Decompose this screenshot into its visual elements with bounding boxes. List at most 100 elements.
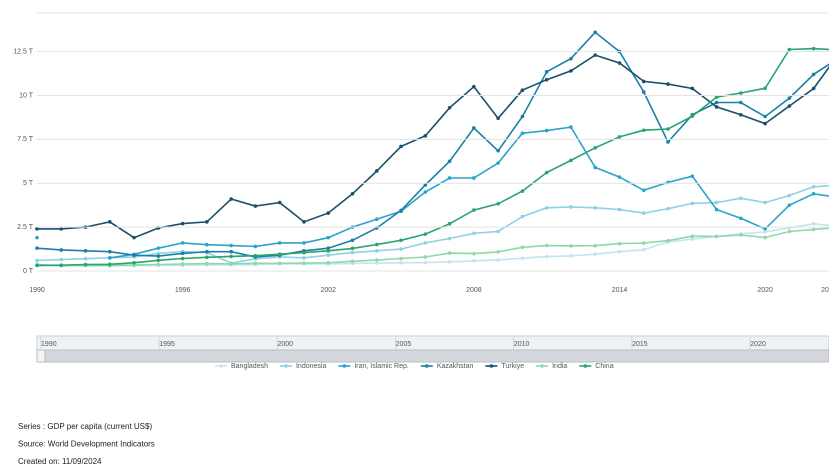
data-point bbox=[569, 56, 573, 61]
data-point bbox=[593, 252, 598, 256]
data-point bbox=[763, 121, 767, 126]
data-point bbox=[302, 250, 306, 255]
data-point bbox=[447, 260, 452, 264]
legend-label: Turkiye bbox=[501, 363, 524, 370]
data-point bbox=[447, 251, 452, 255]
data-point bbox=[253, 244, 258, 249]
data-point bbox=[83, 249, 88, 253]
data-point bbox=[447, 236, 452, 241]
series-line bbox=[36, 184, 829, 264]
x-tick-label: 2014 bbox=[612, 287, 628, 294]
data-point bbox=[520, 189, 525, 193]
x-tick-label: 2002 bbox=[320, 287, 336, 294]
data-point bbox=[132, 235, 136, 240]
data-point bbox=[108, 262, 112, 267]
data-point bbox=[302, 256, 306, 260]
x-tick-label: 20 bbox=[821, 287, 829, 294]
data-point bbox=[350, 259, 355, 264]
data-point bbox=[156, 251, 161, 256]
data-point bbox=[593, 206, 598, 210]
data-point bbox=[447, 105, 452, 110]
data-point bbox=[666, 82, 670, 86]
y-tick-label: 7.5 T bbox=[17, 136, 34, 143]
data-point bbox=[350, 191, 355, 196]
data-point bbox=[399, 144, 403, 149]
data-point bbox=[423, 134, 428, 138]
data-point bbox=[593, 30, 598, 35]
data-point bbox=[35, 246, 39, 250]
data-point bbox=[569, 125, 573, 129]
legend-marker bbox=[342, 364, 347, 368]
data-point bbox=[59, 257, 64, 262]
x-tick-label: 1996 bbox=[175, 287, 191, 294]
scroll-button[interactable] bbox=[36, 349, 46, 363]
data-point bbox=[180, 256, 185, 261]
data-point bbox=[739, 216, 743, 221]
data-point bbox=[690, 237, 695, 241]
data-point bbox=[205, 249, 209, 254]
data-point bbox=[617, 175, 622, 179]
legend-marker bbox=[425, 364, 429, 368]
data-point bbox=[787, 203, 792, 207]
data-point bbox=[205, 255, 209, 260]
navigator[interactable] bbox=[36, 335, 829, 351]
data-point bbox=[496, 116, 500, 121]
legend-label: India bbox=[552, 363, 567, 370]
y-tick-label: 5 T bbox=[23, 180, 34, 187]
data-point bbox=[544, 254, 549, 259]
data-point bbox=[593, 165, 598, 170]
y-tick-label: 2.5 T bbox=[17, 224, 34, 231]
data-point bbox=[156, 258, 161, 263]
data-point bbox=[714, 200, 719, 205]
data-point bbox=[496, 161, 500, 165]
data-point bbox=[641, 128, 646, 133]
data-point bbox=[253, 253, 258, 258]
data-point bbox=[787, 104, 792, 108]
data-point bbox=[108, 256, 112, 260]
data-point bbox=[374, 242, 379, 247]
series-line bbox=[36, 47, 829, 267]
data-point bbox=[569, 69, 573, 73]
data-point bbox=[641, 241, 646, 245]
data-point bbox=[83, 262, 88, 267]
data-point bbox=[544, 69, 549, 74]
data-point bbox=[180, 241, 185, 245]
data-point bbox=[423, 232, 428, 236]
data-point bbox=[811, 221, 816, 226]
data-point bbox=[374, 258, 379, 262]
data-point bbox=[35, 235, 39, 240]
data-point bbox=[472, 176, 476, 180]
data-point bbox=[666, 206, 670, 211]
series-line bbox=[37, 54, 829, 239]
data-point bbox=[739, 100, 743, 105]
data-point bbox=[739, 233, 743, 237]
data-point bbox=[763, 230, 767, 234]
navigator-tick-label: 1990 bbox=[41, 341, 57, 348]
data-point bbox=[83, 256, 88, 261]
legend-marker bbox=[583, 364, 588, 368]
data-point bbox=[374, 169, 379, 173]
data-point bbox=[472, 126, 476, 130]
data-point bbox=[593, 53, 598, 57]
data-point bbox=[520, 256, 525, 260]
footer-text: Created on: 11/09/2024 bbox=[18, 457, 102, 465]
data-point bbox=[472, 251, 476, 256]
data-point bbox=[617, 249, 622, 254]
scrollbar[interactable] bbox=[36, 349, 829, 363]
data-point bbox=[423, 260, 428, 265]
data-point bbox=[350, 246, 355, 251]
data-point bbox=[690, 201, 695, 206]
legend-marker bbox=[219, 364, 223, 368]
data-point bbox=[253, 204, 258, 208]
data-point bbox=[253, 261, 258, 266]
data-point bbox=[811, 191, 816, 196]
data-point bbox=[593, 243, 598, 248]
data-point bbox=[763, 114, 767, 119]
data-point bbox=[617, 135, 622, 139]
series-line bbox=[36, 31, 829, 258]
data-point bbox=[641, 79, 646, 84]
navigator-tick-label: 2020 bbox=[750, 341, 766, 348]
data-point bbox=[763, 235, 767, 240]
series-line bbox=[109, 126, 829, 259]
